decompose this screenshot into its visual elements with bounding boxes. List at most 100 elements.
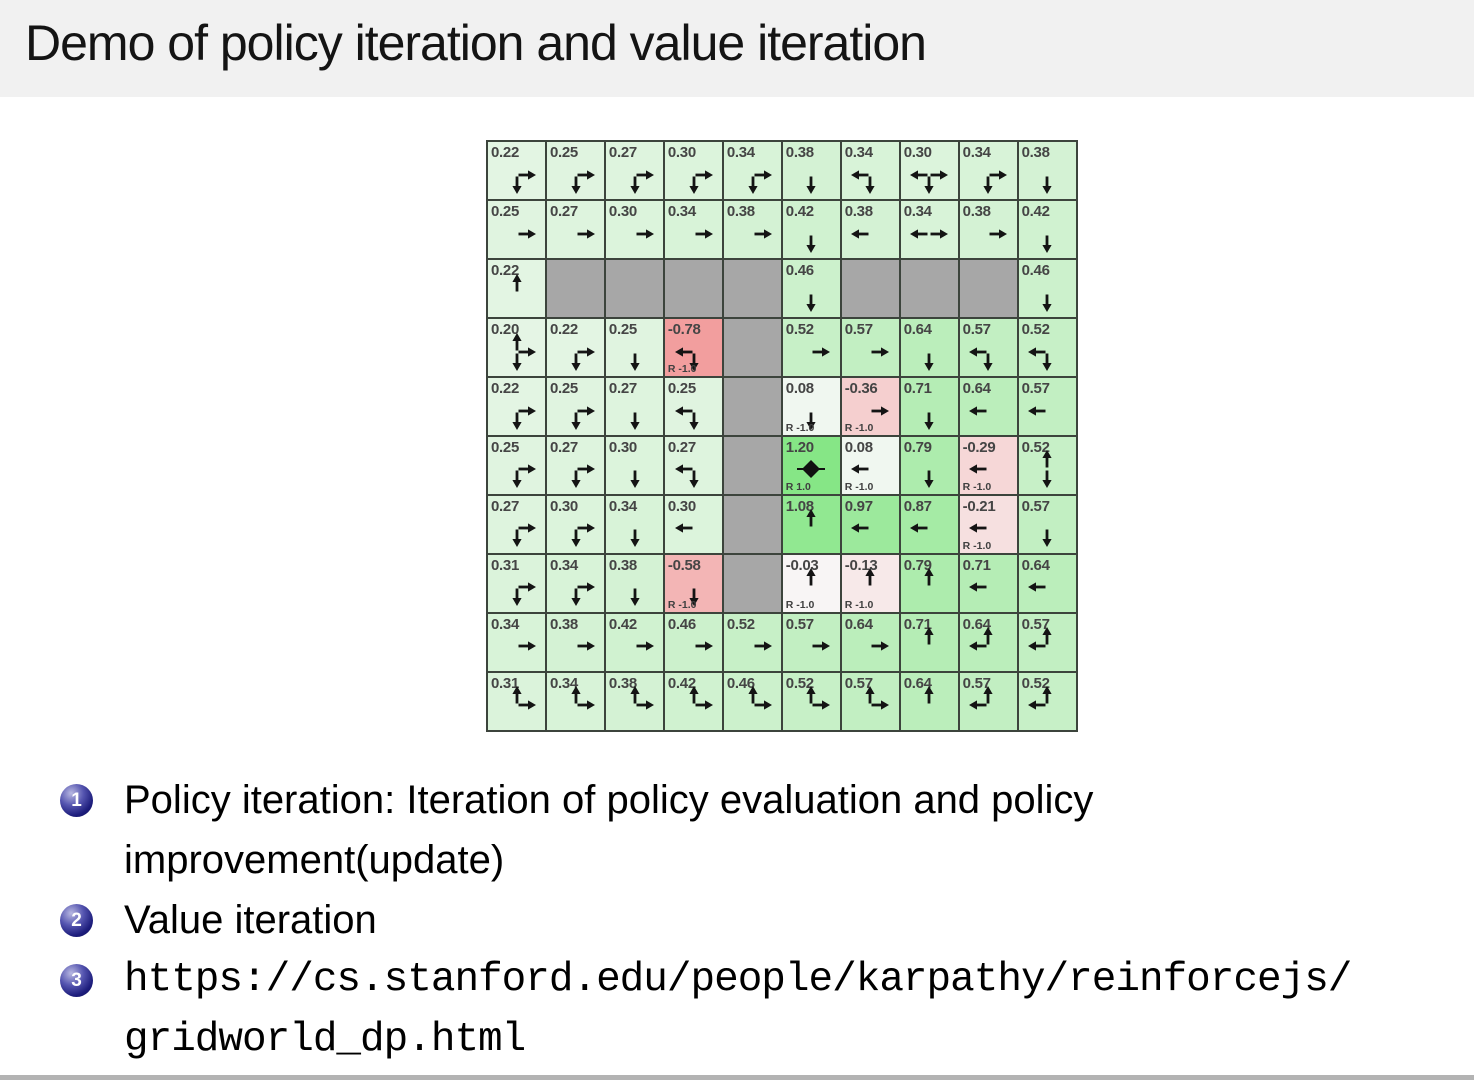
cell-value: 0.64 [903,320,932,338]
cell-value: 0.38 [844,202,873,220]
grid-cell: 0.34 [959,142,1018,200]
cell-value: 1.20 [785,438,814,456]
cell-value: 0.57 [844,674,873,692]
policy-arrow-icon [512,405,536,430]
wall-cell [723,318,782,377]
title-bar: Demo of policy iteration and value itera… [0,0,1474,97]
cell-reward-label: R -1.0 [962,481,992,494]
goal-diamond-icon [797,460,826,479]
cell-value: -0.29 [962,438,996,456]
cell-value: 0.57 [962,674,991,692]
cell-value: 0.71 [903,615,932,633]
policy-arrow-icon [1028,346,1052,371]
policy-arrow-icon [812,346,831,357]
grid-cell: 0.08 R -1.0 [782,377,841,436]
policy-arrow-icon [1042,294,1052,312]
cell-value: 0.38 [785,144,814,161]
reference-url[interactable]: https://cs.stanford.edu/people/karpathy/… [124,950,1352,1070]
policy-arrow-icon [518,229,536,239]
grid-cell: 0.34 [546,672,605,730]
bullet-line: Value iteration [124,898,377,942]
grid-cell: 0.22 [488,142,546,200]
wall-cell [723,377,782,436]
policy-arrow-icon [754,229,772,239]
cell-value: 0.31 [491,674,519,692]
url-line: https://cs.stanford.edu/people/karpathy/… [124,957,1352,1003]
cell-value: 0.38 [962,202,991,220]
bullet-number: 1 [71,790,82,811]
policy-arrow-icon [806,235,817,253]
cell-value: 0.52 [1021,320,1050,338]
policy-arrow-icon [871,405,890,416]
policy-arrow-icon [577,641,595,651]
grid-cell: 0.87 [900,495,959,554]
wall-cell [546,259,605,318]
cell-reward-label: R -1.0 [844,599,874,612]
cell-value: 0.79 [903,438,932,456]
wall-cell [664,259,723,318]
policy-arrow-icon [688,686,713,710]
policy-arrow-icon [806,176,817,194]
grid-cell: 0.42 [605,613,664,672]
policy-arrow-icon [512,170,536,194]
grid-cell: 0.64 [959,613,1018,672]
cell-value: 0.87 [903,497,932,515]
cell-value: 0.46 [726,674,755,692]
grid-cell: 0.38 [546,613,605,672]
grid-cell: 0.08 R -1.0 [841,436,900,495]
cell-value: 0.34 [844,144,873,161]
policy-arrow-icon [969,346,993,371]
grid-cell: 0.42 [782,200,841,259]
cell-value: 0.34 [491,615,519,633]
grid-cell: -0.29 R -1.0 [959,436,1018,495]
grid-cell: 0.27 [546,200,605,259]
cell-value: 0.27 [608,379,637,397]
grid-cell: 0.30 [664,142,723,200]
cell-reward-label: R -1.0 [844,481,874,494]
grid-cell: 0.30 [546,495,605,554]
cell-value: 0.34 [667,202,696,220]
policy-arrow-icon [1028,686,1052,710]
policy-arrow-icon [754,641,772,651]
grid-cell: 0.25 [546,377,605,436]
policy-arrow-icon [969,523,987,534]
grid-cell: 0.31 [488,672,546,730]
cell-value: 0.52 [785,320,814,338]
grid-cell: 0.31 [488,554,546,613]
policy-arrow-icon [851,229,869,239]
grid-cell: 0.46 [782,259,841,318]
wall-cell [841,259,900,318]
policy-arrow-icon [571,405,595,430]
cell-value: 0.79 [903,556,932,574]
cell-value: 0.42 [785,202,814,220]
cell-value: 0.64 [962,615,991,633]
bullet-number: 3 [71,970,82,991]
policy-arrow-icon [983,170,1008,194]
cell-value: 0.34 [903,202,932,220]
grid-cell: 0.22 [488,377,546,436]
cell-value: 0.25 [549,379,578,397]
policy-arrow-icon [924,686,934,704]
cell-value: 0.22 [491,379,519,397]
policy-arrow-icon [571,582,595,607]
cell-value: 0.46 [1021,261,1050,279]
grid-cell: 0.25 [488,200,546,259]
grid-cell: 0.71 [959,554,1018,613]
cell-value: 0.52 [1021,438,1050,456]
grid-cell: 1.20 R 1.0 [782,436,841,495]
policy-arrow-icon [688,170,713,194]
policy-arrow-icon [1028,582,1046,593]
cell-reward-label: R -1.0 [667,363,697,376]
cell-value: 0.30 [903,144,932,161]
cell-value: -0.03 [785,556,819,574]
grid-cell: 0.22 [488,259,546,318]
slide-bottom-edge [0,1075,1474,1080]
grid-cell: 0.79 [900,554,959,613]
policy-arrow-icon [629,529,640,548]
wall-cell [723,495,782,554]
policy-arrow-icon [571,686,595,710]
policy-arrow-icon [747,686,772,710]
policy-arrow-icon [674,523,693,534]
grid-cell: 0.64 [1018,554,1076,613]
policy-arrow-icon [910,229,949,239]
